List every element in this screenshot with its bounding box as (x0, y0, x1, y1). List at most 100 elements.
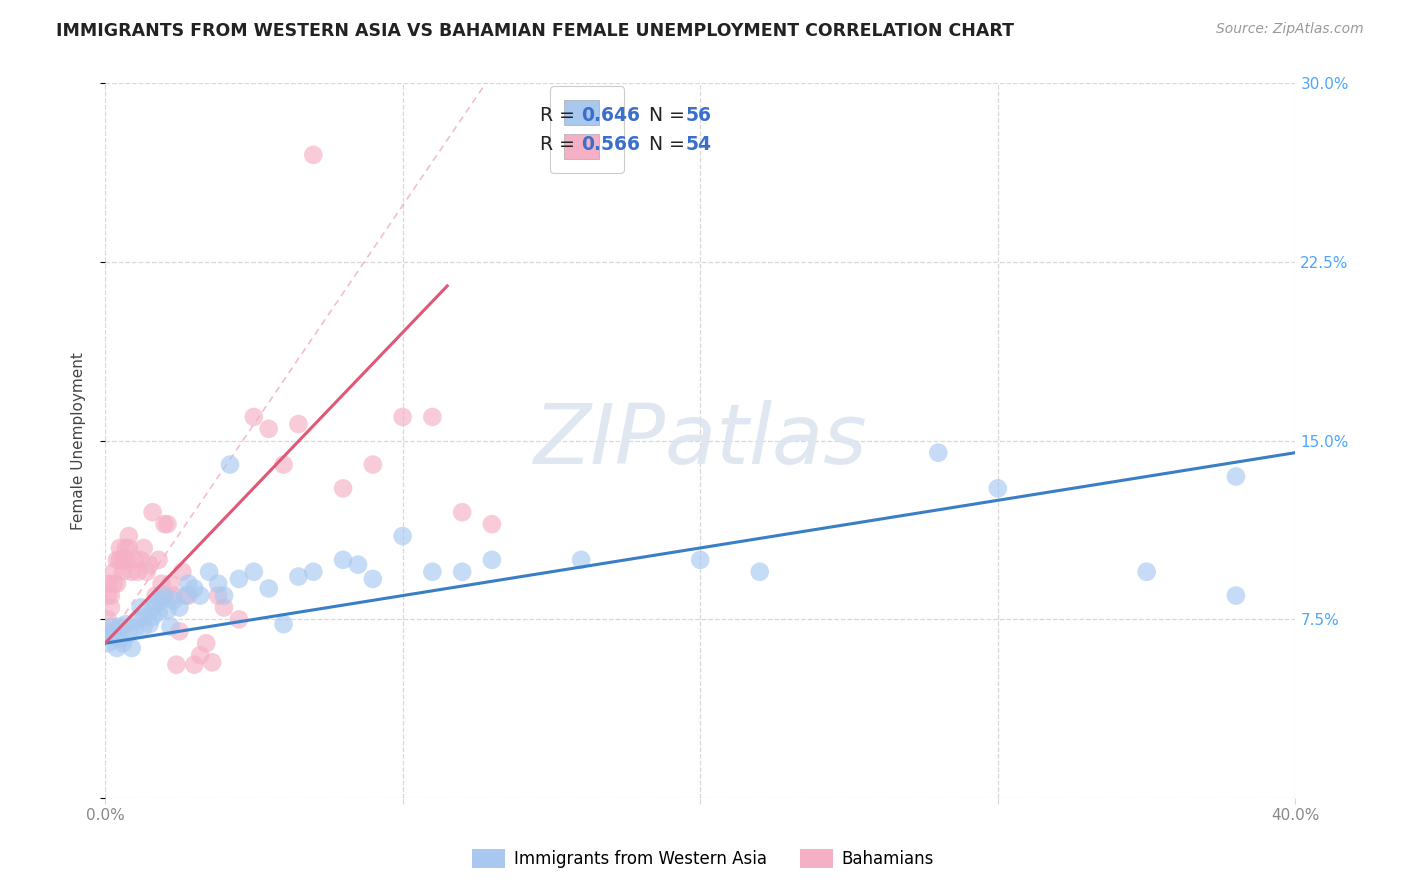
Point (121, 640, 143, 655)
Point (391, 409, 413, 424)
Point (114, 541, 136, 555)
Point (1225, 589, 1247, 603)
Point (159, 619, 181, 633)
Point (177, 589, 200, 603)
Point (111, 565, 134, 579)
Point (569, 553, 592, 567)
Point (124, 553, 146, 567)
Point (748, 565, 770, 579)
Point (1225, 469, 1247, 483)
Text: Source: ZipAtlas.com: Source: ZipAtlas.com (1216, 22, 1364, 37)
Point (183, 582, 205, 596)
Point (108, 632, 131, 646)
Point (100, 619, 122, 633)
Point (481, 553, 503, 567)
Point (108, 619, 131, 633)
Point (100, 600, 122, 615)
Point (105, 640, 128, 655)
Point (153, 589, 176, 603)
Point (156, 603, 179, 617)
Point (142, 505, 165, 519)
Point (118, 529, 141, 543)
Point (287, 417, 309, 431)
Point (148, 605, 170, 619)
Point (138, 558, 160, 572)
Point (105, 553, 128, 567)
Point (121, 565, 143, 579)
Point (332, 482, 354, 496)
Point (243, 565, 266, 579)
Point (162, 589, 184, 603)
Text: 54: 54 (686, 135, 711, 153)
Point (114, 617, 136, 632)
Y-axis label: Female Unemployment: Female Unemployment (72, 351, 86, 530)
Point (174, 589, 197, 603)
Point (156, 517, 179, 532)
Point (103, 576, 125, 591)
Text: IMMIGRANTS FROM WESTERN ASIA VS BAHAMIAN FEMALE UNEMPLOYMENT CORRELATION CHART: IMMIGRANTS FROM WESTERN ASIA VS BAHAMIAN… (56, 22, 1014, 40)
Point (145, 596, 167, 610)
Point (201, 655, 224, 669)
Text: ZIPatlas: ZIPatlas (533, 401, 868, 482)
Point (129, 553, 152, 567)
Point (169, 600, 191, 615)
Text: R =: R = (540, 135, 581, 153)
Point (129, 600, 152, 615)
Point (302, 565, 325, 579)
Point (97, 576, 120, 591)
Point (273, 617, 295, 632)
Point (111, 553, 134, 567)
Point (347, 558, 370, 572)
Point (114, 553, 136, 567)
Point (127, 565, 149, 579)
Point (1136, 565, 1159, 579)
Point (118, 626, 141, 640)
Point (159, 576, 181, 591)
Point (162, 593, 184, 607)
Point (212, 600, 235, 615)
Point (108, 553, 131, 567)
Point (97, 636, 120, 650)
Point (451, 565, 474, 579)
Text: 0.566: 0.566 (581, 135, 640, 153)
Point (138, 617, 160, 632)
Point (148, 553, 170, 567)
Point (987, 482, 1010, 496)
Point (207, 589, 229, 603)
Point (212, 589, 235, 603)
Point (391, 529, 413, 543)
Point (451, 505, 474, 519)
Point (169, 624, 191, 639)
Point (105, 576, 128, 591)
Point (361, 458, 384, 472)
Point (228, 572, 250, 586)
Point (183, 657, 205, 672)
Point (165, 657, 187, 672)
Point (132, 619, 155, 633)
Text: N =: N = (637, 106, 690, 125)
Point (100, 629, 122, 643)
Point (257, 582, 280, 596)
Point (195, 636, 218, 650)
Point (422, 565, 444, 579)
Text: 56: 56 (686, 106, 711, 125)
Point (153, 517, 176, 532)
Point (257, 422, 280, 436)
Point (132, 610, 155, 624)
Point (103, 624, 125, 639)
Point (172, 565, 194, 579)
Point (207, 576, 229, 591)
Point (177, 576, 200, 591)
Point (124, 622, 146, 636)
Text: R =: R = (540, 106, 581, 125)
Point (273, 458, 295, 472)
Point (103, 565, 125, 579)
Point (108, 541, 131, 555)
Point (228, 612, 250, 626)
Point (111, 636, 134, 650)
Point (302, 148, 325, 162)
Text: 0.646: 0.646 (581, 106, 640, 125)
Point (97, 589, 120, 603)
Point (142, 600, 165, 615)
Point (150, 576, 173, 591)
